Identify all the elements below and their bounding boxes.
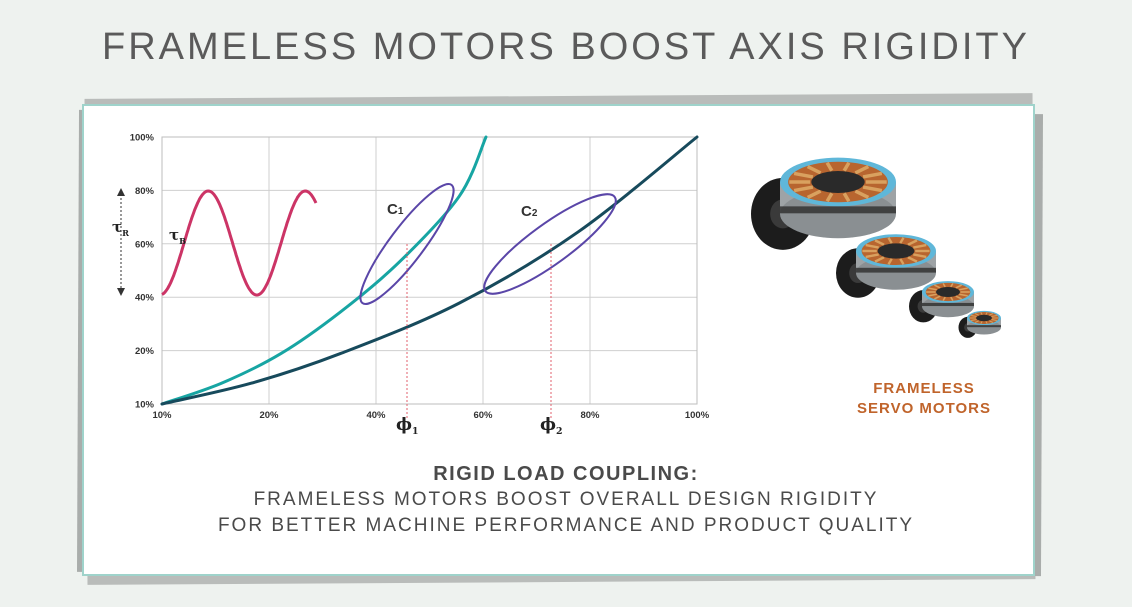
stator-slot — [950, 282, 954, 288]
stator-slot — [928, 293, 937, 297]
stator-slot — [955, 295, 962, 300]
stator-slot — [959, 293, 968, 297]
servo-motor-4 — [958, 310, 1001, 338]
stator-slot — [899, 237, 905, 244]
x-tick-label: 10% — [152, 410, 172, 421]
stator-slot — [985, 321, 988, 324]
stator-slot — [862, 171, 883, 179]
stator-slot — [942, 282, 946, 288]
servo-motor-2 — [836, 234, 936, 298]
stator-bore — [811, 170, 865, 194]
stator-base-band — [780, 206, 896, 214]
x-tick-label: 100% — [685, 410, 710, 421]
stator-slot — [928, 287, 937, 291]
tau-r-label: τR — [112, 218, 129, 238]
motor-label-line2: SERVO MOTORS — [857, 400, 991, 417]
stator-slot — [955, 284, 962, 289]
stator-slot — [842, 161, 851, 172]
phi1-label: ϕ1 — [396, 415, 419, 437]
tau-b-label: τB — [169, 226, 186, 246]
frameless-motors-illustration — [751, 157, 1001, 338]
plot-frame — [161, 136, 698, 405]
stator-slot — [980, 312, 983, 315]
stator-slot — [825, 192, 834, 203]
stator-slot — [913, 243, 927, 249]
c2-label: C2 — [521, 203, 538, 220]
stator-slot — [934, 284, 941, 289]
x-tick-label: 60% — [473, 410, 493, 421]
stator-bore — [936, 287, 960, 297]
page-title: FRAMELESS MOTORS BOOST AXIS RIGIDITY — [102, 26, 1030, 68]
tick-labels: 10% 20% 40% 60% 80% 100% 10% 20% 40% 60% 80% 100% — [130, 133, 710, 422]
c1-label: C1 — [387, 201, 404, 218]
stator-slot — [942, 296, 946, 302]
stator-slot — [913, 253, 927, 259]
stator-bore — [877, 243, 915, 259]
y-tick-label: 100% — [130, 133, 155, 144]
stator-slot — [825, 161, 834, 172]
stator-slot — [862, 185, 883, 193]
tau-b-sine-wave — [161, 189, 318, 297]
stator-slot — [974, 313, 980, 316]
x-tick-label: 20% — [259, 410, 279, 421]
stator-slot — [980, 321, 983, 324]
stator-slot — [971, 318, 977, 322]
stator-base-band — [922, 302, 974, 307]
stator-slot — [988, 320, 994, 323]
stator-slot — [991, 314, 997, 318]
y-tick-label: 60% — [135, 239, 155, 250]
stator-bore — [976, 314, 992, 322]
stator-slot — [874, 239, 885, 246]
stator-slot — [865, 243, 879, 249]
servo-motor-3 — [909, 281, 974, 323]
stator-slot — [887, 237, 893, 244]
data-lines — [160, 135, 699, 406]
stator-slot — [971, 314, 977, 318]
stator-slot — [974, 320, 980, 323]
stator-slot — [899, 258, 905, 265]
caption-line-1: FRAMELESS MOTORS BOOST OVERALL DESIGN RI… — [253, 489, 879, 510]
stator-slot — [874, 256, 885, 263]
stator-slot — [991, 318, 997, 322]
y-tick-label: 40% — [135, 293, 155, 304]
stator-slot — [934, 295, 941, 300]
y-tick-label: 80% — [135, 186, 155, 197]
tau-r-arrow-down — [117, 288, 125, 296]
caption-heading: RIGID LOAD COUPLING: — [433, 463, 699, 485]
stator-slot — [988, 313, 994, 316]
x-tick-label: 40% — [366, 410, 386, 421]
stator-slot — [907, 256, 918, 263]
stator-slot — [842, 192, 851, 203]
stator-slot — [959, 287, 968, 291]
stator-slot — [907, 239, 918, 246]
stator-slot — [865, 253, 879, 259]
stator-base-band — [856, 267, 936, 273]
servo-motor-1 — [751, 157, 896, 250]
stator-base-band — [967, 325, 1001, 328]
x-tick-label: 80% — [580, 410, 600, 421]
stator-slot — [985, 312, 988, 315]
y-tick-label: 10% — [135, 400, 155, 411]
stator-slot — [854, 189, 870, 199]
series-line-2 — [160, 135, 699, 406]
y-tick-label: 20% — [135, 346, 155, 357]
stator-slot — [793, 171, 814, 179]
stator-slot — [950, 296, 954, 302]
stator-slot — [806, 189, 822, 199]
c1-ellipse — [359, 183, 455, 305]
series-line-1 — [160, 135, 488, 406]
annotations: τR τB C1 C2 ϕ1 ϕ2 — [112, 183, 617, 437]
stator-slot — [806, 165, 822, 175]
stator-slot — [793, 185, 814, 193]
motor-label-line1: FRAMELESS — [873, 380, 975, 397]
stator-slot — [887, 258, 893, 265]
c2-ellipse — [483, 193, 617, 295]
caption-line-2: FOR BETTER MACHINE PERFORMANCE AND PRODU… — [217, 515, 915, 536]
stator-slot — [854, 165, 870, 175]
phi2-label: ϕ2 — [540, 415, 563, 437]
tau-r-arrow-up — [117, 188, 125, 196]
